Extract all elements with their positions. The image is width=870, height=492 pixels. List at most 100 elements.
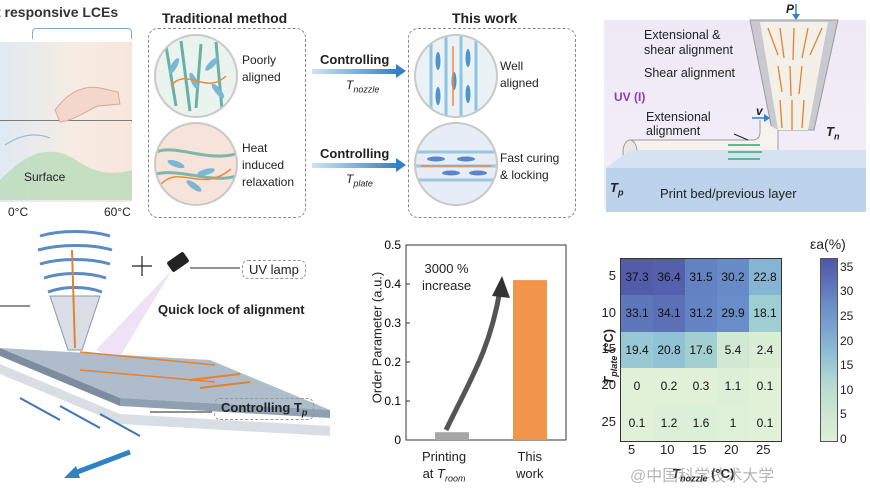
traditional-panel [148, 28, 306, 218]
heatmap-cell: 1.1 [717, 368, 749, 405]
heatmap-cell: 1 [717, 404, 749, 441]
bar-category-printing: Printing at Troom [422, 448, 466, 488]
colorbar-label: εa(%) [810, 236, 846, 252]
panel-f: Tplate (°C) 37.3 36.4 31.5 30.2 22.8 33.1 34.1… [590, 230, 870, 492]
tp-main: T [610, 180, 618, 195]
heatmap-cell: 0.2 [653, 368, 685, 405]
controlling-tp-label: Controlling Tp [214, 398, 315, 420]
traditional-title: Traditional method [162, 10, 288, 26]
heatmap-cell: 20.8 [653, 331, 685, 369]
heat-relaxation-label: Heat induced relaxation [242, 141, 295, 189]
colorbar-tick-label: 10 [840, 382, 854, 397]
bar-category-printing-line2: at Troom [422, 466, 466, 484]
panel-e: 0 0.1 0.2 0.3 0.4 0.5 Order Parameter (a.u.) … [350, 230, 590, 492]
panel-a-brace [32, 28, 132, 39]
colorbar-tick-label: 5 [840, 407, 847, 422]
tn-label: Tn [826, 124, 839, 142]
heatmap-x-ticks: 5 10 15 20 25 [620, 442, 780, 458]
colorbar-tick-label: 15 [840, 358, 854, 373]
panel-d: UV lamp Quick lock of alignment Controll… [0, 230, 345, 492]
heatmap-ytick-label: 20 [601, 377, 616, 393]
colorbar-tick-label: 20 [840, 333, 854, 348]
colorbar-ticks: 35 30 25 20 15 10 5 0 [840, 258, 864, 446]
bar-chart: 0 0.1 0.2 0.3 0.4 0.5 [384, 238, 567, 447]
controlling-plate-label: Controlling [320, 146, 390, 161]
heatmap-cell: 31.5 [685, 259, 717, 296]
heatmap-cell: 17.6 [685, 331, 717, 369]
increase-arrow-head [492, 276, 510, 298]
colorbar-tick-label: 30 [840, 284, 854, 299]
colorbar-tick-label: 0 [840, 432, 847, 446]
colorbar [820, 258, 838, 442]
heatmap-xtick-label: 25 [756, 442, 771, 457]
panel-a-illustration [0, 86, 132, 200]
heatmap-cell: 1.2 [653, 404, 685, 441]
tp-label: Tp [610, 180, 623, 198]
heatmap-ytick-label: 15 [601, 341, 616, 356]
t-nozzle-main: T [346, 78, 354, 92]
colorbar-tick-label: 25 [840, 309, 854, 324]
panel-b: Traditional method This work Poorly alig… [142, 0, 582, 225]
heatmap-xtick-label: 5 [628, 442, 636, 457]
poorly-aligned-label: Poorly aligned [242, 53, 281, 84]
tick-0c: 0°C [8, 205, 29, 219]
extensional-shear-label: Extensional & shear alignment [644, 28, 733, 57]
bar-category-printing-line1: Printing [422, 449, 467, 464]
heatmap-cell: 19.4 [621, 331, 653, 369]
heatmap-y-ticks: 5 10 15 20 25 [600, 258, 618, 440]
bar-ytick-label: 0.1 [384, 394, 401, 408]
heatmap-xlabel: Tnozzle (°C) [672, 466, 735, 484]
uv-label: UV (I) [614, 90, 646, 104]
bar-1 [513, 280, 547, 440]
fast-curing-circle [414, 122, 498, 206]
heatmap-cell: 36.4 [653, 259, 685, 296]
bar-ylabel: Order Parameter (a.u.) [369, 271, 385, 404]
t-plate-main: T [346, 172, 354, 186]
heatmap-cell: 0 [621, 368, 653, 405]
colorbar-tick-label: 35 [840, 259, 854, 274]
velocity-label: v [756, 104, 763, 118]
bar-plot-frame [405, 244, 567, 441]
pressure-label: P [786, 2, 795, 16]
heatmap-cell: 18.1 [749, 295, 781, 332]
heatmap-grid: 37.3 36.4 31.5 30.2 22.8 33.1 34.1 31.2 29.9 18.1… [620, 258, 782, 442]
bar-ytick-label: 0.4 [384, 277, 401, 291]
heatmap-ytick-label: 25 [601, 413, 616, 429]
heatmap-cell: 5.4 [717, 331, 749, 369]
panel-a-header: t responsive LCEs [0, 4, 119, 20]
controlling-tp-text: Controlling T [221, 400, 302, 415]
heatmap-ytick-label: 10 [601, 304, 616, 320]
tn-main: T [826, 124, 834, 139]
surface-label: Surface [24, 170, 66, 184]
heatmap-xtick-label: 20 [724, 442, 739, 457]
controlling-tp-sub: p [301, 407, 308, 418]
heatmap-cell: 31.2 [685, 295, 717, 332]
heatmap-cell: 33.1 [621, 295, 653, 332]
heatmap-xtick-label: 10 [660, 442, 675, 457]
controlling-nozzle-label: Controlling [320, 52, 390, 67]
heatmap-cell: 22.8 [749, 259, 781, 296]
heatmap-ytick-label: 5 [608, 268, 616, 284]
bar-category-this-work: This work [516, 449, 544, 481]
uv-lamp-label: UV lamp [242, 260, 306, 279]
t-nozzle-label: Tnozzle [346, 78, 379, 94]
heatmap-xtick-label: 15 [692, 442, 707, 457]
this-work-title: This work [452, 10, 518, 26]
heatmap-cell: 34.1 [653, 295, 685, 332]
bar-ytick-label: 0.2 [384, 355, 401, 369]
heatmap-cell: 2.4 [749, 331, 781, 369]
print-bed-label: Print bed/previous layer [660, 186, 797, 201]
heatmap-cell: 1.6 [685, 404, 717, 441]
shear-label: Shear alignment [644, 66, 736, 80]
bar-ytick-label: 0 [394, 433, 401, 447]
heatmap-cell: 0.1 [749, 404, 781, 441]
t-nozzle-sub: nozzle [353, 84, 380, 95]
tn-sub: n [833, 131, 840, 142]
arrow-nozzle-head [396, 64, 406, 78]
arrow-nozzle [312, 69, 398, 74]
extensional-label: Extensional alignment [646, 110, 711, 138]
poorly-aligned-circle [154, 34, 238, 118]
increase-arrow [443, 289, 503, 432]
heat-relaxation-circle [154, 122, 238, 206]
heatmap-cell: 0.1 [749, 368, 781, 405]
